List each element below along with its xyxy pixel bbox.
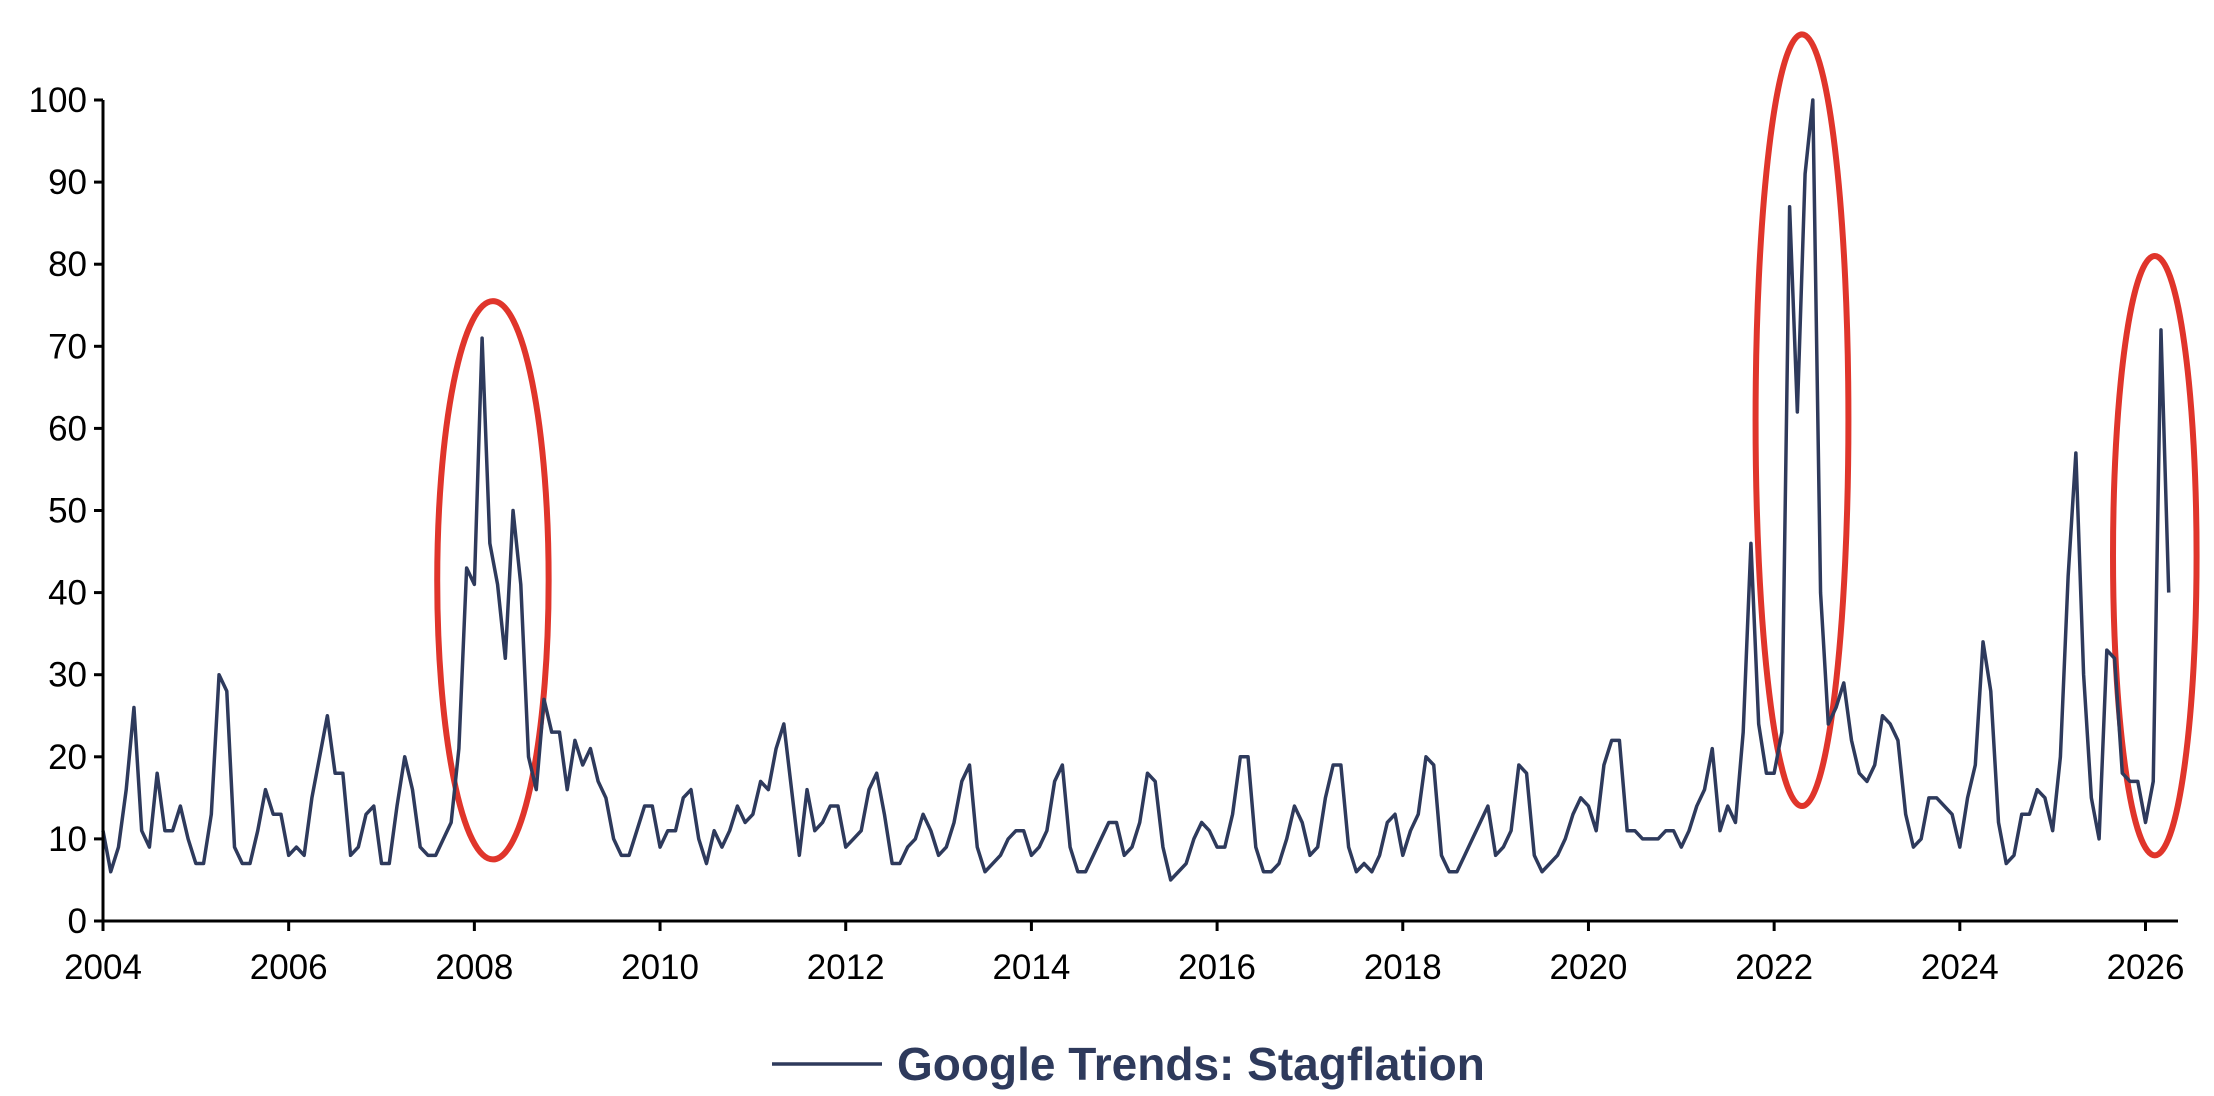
x-tick-label: 2016 [1178,948,1256,987]
x-tick-label: 2006 [250,948,328,987]
x-tick-label: 2020 [1550,948,1628,987]
x-tick-label: 2024 [1921,948,1999,987]
y-tick-label: 0 [68,902,87,941]
x-tick-label: 2010 [621,948,699,987]
legend: Google Trends: Stagflation [772,1038,1485,1090]
x-tick-label: 2014 [992,948,1070,987]
y-tick-label: 20 [48,738,87,777]
y-tick-label: 100 [29,81,87,120]
x-tick-label: 2008 [435,948,513,987]
highlight-ellipse-2 [1752,31,1852,810]
y-tick-label: 30 [48,656,87,695]
y-tick-label: 10 [48,820,87,859]
y-tick-label: 60 [48,409,87,448]
x-tick-label: 2004 [64,948,142,987]
highlight-ellipse-3 [2110,252,2200,859]
legend-label: Google Trends: Stagflation [897,1038,1485,1090]
x-tick-label: 2012 [807,948,885,987]
y-tick-label: 50 [48,492,87,531]
y-tick-label: 90 [48,163,87,202]
x-tick-label: 2026 [2107,948,2185,987]
y-tick-label: 80 [48,245,87,284]
y-axis-ticks: 0 10 20 30 40 50 60 70 80 90 100 [29,81,103,941]
highlight-ellipses [434,31,2200,863]
highlight-ellipse-1 [434,298,552,863]
y-tick-label: 70 [48,327,87,366]
x-tick-label: 2018 [1364,948,1442,987]
x-axis-ticks: 2004 2006 2008 2010 2012 2014 2016 2018 2020 2022… [64,921,2184,987]
x-tick-label: 2022 [1735,948,1813,987]
y-tick-label: 40 [48,574,87,613]
series-line-stagflation [101,98,2171,882]
